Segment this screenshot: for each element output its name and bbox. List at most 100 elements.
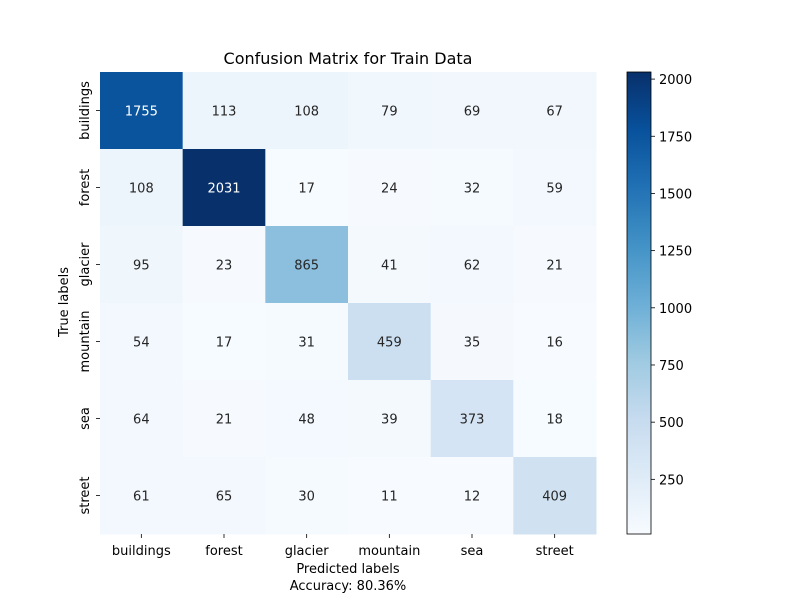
- cell-value-label: 35: [464, 336, 481, 351]
- y-tick-label: mountain: [78, 310, 93, 372]
- heatmap-cell: [430, 303, 514, 381]
- x-tick-label: buildings: [112, 544, 171, 559]
- y-tick-label: buildings: [78, 81, 93, 140]
- heatmap-cell: [348, 380, 432, 458]
- y-axis-label: True labels: [57, 267, 72, 338]
- cell-value-label: 23: [216, 259, 233, 274]
- y-tick-label: glacier: [78, 242, 93, 287]
- heatmap-cell: [348, 149, 432, 227]
- heatmap-cell: [265, 72, 349, 150]
- heatmap-cell: [348, 303, 432, 381]
- heatmap-cell: [265, 457, 349, 535]
- y-tick-label: sea: [78, 407, 93, 430]
- y-tick-label: street: [78, 476, 93, 514]
- heatmap-cell: [265, 149, 349, 227]
- colorbar-tick-label: 750: [659, 359, 684, 374]
- heatmap-cell: [513, 457, 597, 535]
- heatmap-cell: [182, 226, 266, 304]
- heatmap-cell: [182, 457, 266, 535]
- cell-value-label: 21: [216, 413, 233, 428]
- cell-value-label: 2031: [207, 182, 240, 197]
- heatmap-cell: [100, 380, 184, 458]
- cell-value-label: 48: [298, 413, 315, 428]
- cell-value-label: 62: [464, 259, 481, 274]
- cell-value-label: 31: [298, 336, 315, 351]
- colorbar-gradient: [627, 72, 651, 534]
- cell-value-label: 41: [381, 259, 398, 274]
- x-axis-label: Predicted labels: [296, 562, 400, 577]
- cell-value-label: 21: [546, 259, 563, 274]
- colorbar: 250 500 750 1000 1250 1500 1750 2000: [626, 71, 692, 535]
- cell-value-label: 12: [464, 490, 481, 505]
- cell-value-label: 32: [464, 182, 481, 197]
- colorbar-frame: [626, 71, 652, 535]
- cell-value-label: 64: [133, 413, 150, 428]
- heatmap-cell: [182, 303, 266, 381]
- x-tick-label: mountain: [358, 544, 420, 559]
- cell-value-label: 30: [298, 490, 315, 505]
- chart-title: Confusion Matrix for Train Data: [224, 49, 473, 68]
- heatmap-cell: [513, 226, 597, 304]
- heatmap-cell: [100, 303, 184, 381]
- x-tick-label: sea: [461, 544, 484, 559]
- heatmap-cell: [265, 226, 349, 304]
- heatmap-cell: [348, 226, 432, 304]
- x-tick-label: forest: [205, 544, 242, 559]
- heatmap-cell: [100, 226, 184, 304]
- heatmap-cell: [430, 226, 514, 304]
- heatmap-cell: [100, 149, 184, 227]
- cell-value-label: 67: [546, 105, 563, 120]
- y-tick-label: forest: [78, 169, 93, 206]
- cell-value-label: 17: [216, 336, 233, 351]
- heatmap-cell: [265, 380, 349, 458]
- cell-value-label: 373: [460, 413, 485, 428]
- cell-value-label: 108: [294, 105, 319, 120]
- cell-value-label: 79: [381, 105, 398, 120]
- cell-value-label: 16: [546, 336, 563, 351]
- accuracy-label: Accuracy: 80.36%: [290, 579, 407, 594]
- cell-value-label: 69: [464, 105, 481, 120]
- colorbar-tick-label: 1000: [659, 302, 692, 317]
- colorbar-tick-label: 1750: [659, 130, 692, 145]
- cell-value-label: 17: [298, 182, 315, 197]
- cell-value-label: 18: [546, 413, 563, 428]
- heatmap-cell: [430, 380, 514, 458]
- heatmap-cell: [430, 457, 514, 535]
- cell-value-label: 459: [377, 336, 402, 351]
- heatmap-cell: [348, 457, 432, 535]
- colorbar-tick-label: 500: [659, 416, 684, 431]
- cell-value-label: 61: [133, 490, 150, 505]
- cell-value-label: 59: [546, 182, 563, 197]
- cell-value-label: 95: [133, 259, 150, 274]
- colorbar-tick-label: 2000: [659, 73, 692, 88]
- y-axis: buildings forest glacier mountain sea street: [78, 81, 100, 515]
- colorbar-tick-label: 1500: [659, 187, 692, 202]
- cell-value-label: 54: [133, 336, 150, 351]
- cell-value-label: 1755: [125, 105, 158, 120]
- heatmap-cell: [348, 72, 432, 150]
- cell-value-label: 11: [381, 490, 398, 505]
- x-axis: buildings forest glacier mountain sea street: [112, 534, 574, 559]
- colorbar-tick-label: 1250: [659, 245, 692, 260]
- heatmap-cell: [100, 457, 184, 535]
- cell-value-label: 865: [294, 259, 319, 274]
- heatmap-cell: [513, 72, 597, 150]
- heatmap-grid: 1755 113 108 79 69 67 108 2031 17 24 32 59 95 23 865 41…: [100, 72, 597, 535]
- cell-value-label: 409: [542, 490, 567, 505]
- heatmap-cell: [430, 72, 514, 150]
- heatmap-cell: [513, 149, 597, 227]
- heatmap-cell: [513, 303, 597, 381]
- heatmap-cell: [513, 380, 597, 458]
- heatmap-cell: [430, 149, 514, 227]
- heatmap-cell: [182, 72, 266, 150]
- cell-value-label: 65: [216, 490, 233, 505]
- heatmap-cell: [182, 149, 266, 227]
- x-tick-label: street: [536, 544, 574, 559]
- cell-value-label: 24: [381, 182, 398, 197]
- x-tick-label: glacier: [285, 544, 330, 559]
- cell-value-label: 39: [381, 413, 398, 428]
- cell-value-label: 108: [129, 182, 154, 197]
- heatmap-cell: [100, 72, 184, 150]
- cell-value-label: 113: [212, 105, 237, 120]
